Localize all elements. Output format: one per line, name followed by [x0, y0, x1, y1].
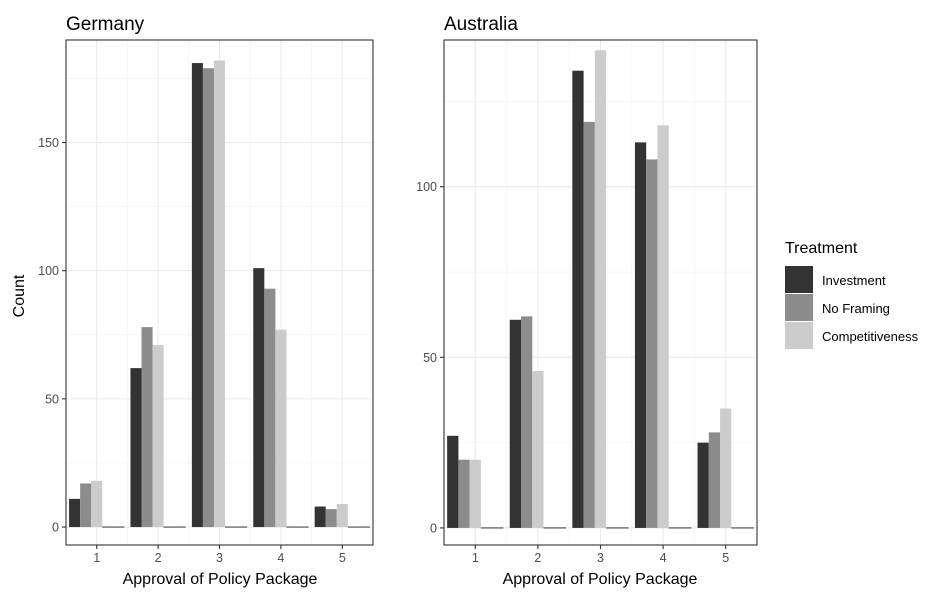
- bar-competitiveness: [336, 503, 348, 528]
- panel-title: Germany: [66, 14, 145, 35]
- bar-competitiveness: [469, 459, 481, 528]
- legend-label-no-framing: No Framing: [822, 301, 890, 316]
- y-tick-label: 100: [416, 180, 437, 194]
- bars: [69, 60, 370, 528]
- bar-no-framing: [80, 483, 92, 528]
- bar-competitiveness: [275, 329, 287, 528]
- bar-no-framing: [708, 432, 721, 528]
- y-tick-label: 0: [52, 521, 59, 535]
- panel-germany: 0 50 100 150 1 2 3 4 5 Germany: [38, 14, 374, 565]
- bar-investment: [314, 506, 326, 528]
- y-axis-title: Count: [11, 274, 28, 317]
- x-tick-label: 3: [216, 551, 223, 565]
- legend-swatch-investment: [785, 266, 813, 293]
- x-tick-label: 1: [472, 551, 479, 565]
- x-tick-label: 5: [339, 551, 346, 565]
- bar-competitiveness: [720, 408, 732, 528]
- bar-no-framing: [646, 159, 658, 528]
- x-axis: 1 2 3 4 5: [472, 545, 729, 565]
- y-axis: 0 50 100: [416, 180, 444, 535]
- y-axis: 0 50 100 150: [38, 136, 66, 535]
- bar-competitiveness: [594, 50, 607, 528]
- legend-swatch-competitiveness: [785, 322, 813, 349]
- bars: [447, 50, 754, 529]
- bar-no-framing: [141, 327, 153, 528]
- x-tick-label: 4: [660, 551, 667, 565]
- bar-competitiveness: [213, 60, 226, 528]
- bar-competitiveness: [152, 345, 164, 528]
- x-tick-label: 4: [277, 551, 284, 565]
- bar-investment: [447, 435, 459, 528]
- bar-investment: [572, 70, 584, 528]
- bar-no-framing: [583, 121, 595, 528]
- bar-no-framing: [458, 459, 470, 528]
- x-tick-label: 2: [534, 551, 541, 565]
- legend-swatch-no-framing: [785, 294, 813, 321]
- x-tick-label: 1: [93, 551, 100, 565]
- bar-competitiveness: [532, 370, 544, 528]
- bar-investment: [130, 368, 142, 528]
- panel-australia: 0 50 100 1 2 3 4 5 Australia: [416, 14, 758, 565]
- x-tick-label: 2: [155, 551, 162, 565]
- bar-investment: [634, 142, 647, 528]
- bar-no-framing: [264, 288, 276, 528]
- legend-title: Treatment: [785, 240, 858, 257]
- bar-investment: [509, 319, 521, 528]
- x-axis-title-right: Approval of Policy Package: [503, 571, 698, 588]
- legend: Treatment Investment No Framing Competit…: [785, 240, 919, 349]
- y-tick-label: 100: [38, 264, 59, 278]
- bar-no-framing: [520, 316, 533, 528]
- bar-no-framing: [202, 68, 214, 528]
- bar-no-framing: [325, 509, 337, 528]
- x-axis: 1 2 3 4 5: [93, 545, 346, 565]
- y-tick-label: 0: [430, 521, 437, 535]
- y-tick-label: 50: [45, 392, 59, 406]
- bar-investment: [191, 63, 203, 528]
- x-tick-label: 5: [722, 551, 729, 565]
- bar-investment: [253, 268, 265, 528]
- legend-label-competitiveness: Competitiveness: [822, 329, 919, 344]
- x-axis-title-left: Approval of Policy Package: [123, 571, 318, 588]
- bar-investment: [697, 442, 709, 528]
- bar-competitiveness: [91, 480, 103, 528]
- y-tick-label: 50: [423, 351, 437, 365]
- bar-investment: [69, 498, 81, 528]
- legend-label-investment: Investment: [822, 273, 886, 288]
- y-tick-label: 150: [38, 136, 59, 150]
- bar-competitiveness: [657, 125, 669, 528]
- x-tick-label: 3: [597, 551, 604, 565]
- panel-title: Australia: [444, 14, 518, 35]
